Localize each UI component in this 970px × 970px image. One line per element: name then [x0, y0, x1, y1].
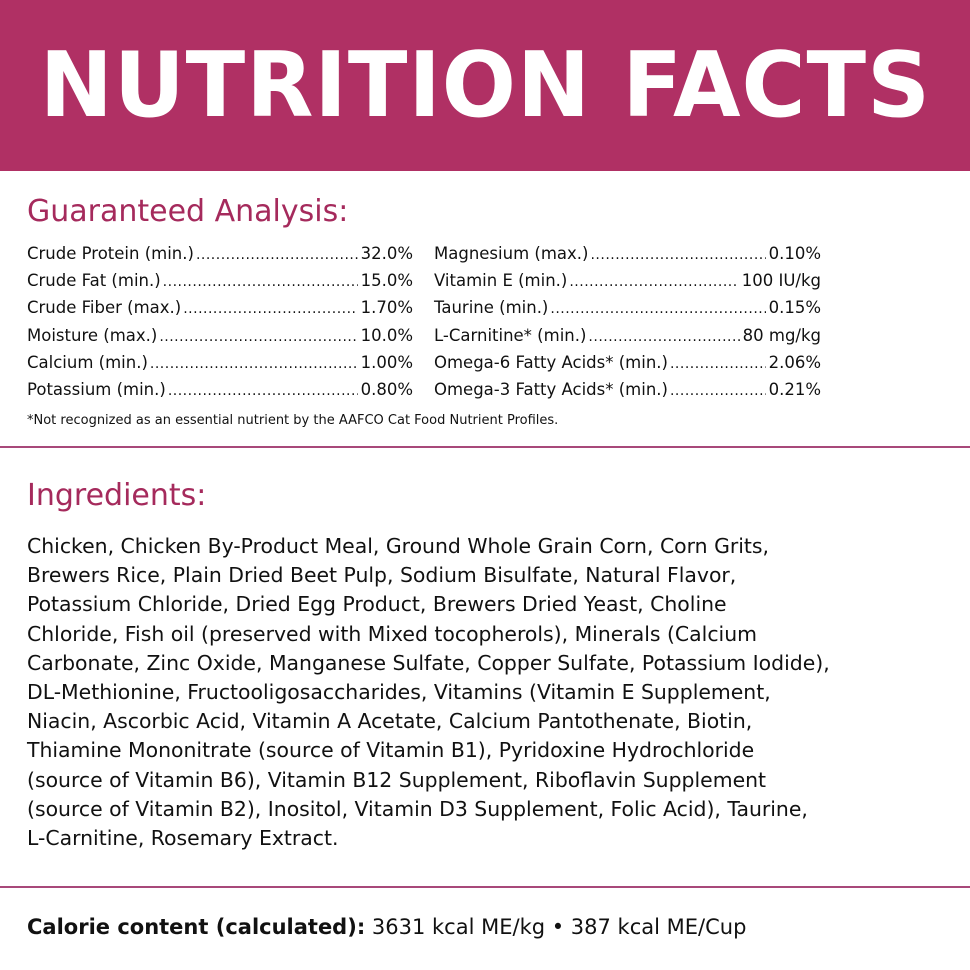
analysis-row: Moisture (max.) 10.0%	[27, 322, 413, 349]
leader-dots	[550, 296, 765, 323]
analysis-footnote: *Not recognized as an essential nutrient…	[27, 413, 559, 428]
nutrient-value: 32.0%	[360, 244, 413, 263]
ingredients-line: Chloride, Fish oil (preserved with Mixed…	[27, 621, 757, 646]
analysis-row: L-Carnitine* (min.) 80 mg/kg	[434, 322, 821, 349]
leader-dots	[588, 324, 739, 351]
ingredients-line: DL-Methionine, Fructooligosaccharides, V…	[27, 680, 771, 705]
calorie-label: Calorie content (calculated):	[27, 915, 366, 939]
nutrient-name: Taurine (min.)	[434, 298, 549, 318]
nutrient-name: L-Carnitine* (min.)	[434, 325, 587, 345]
analysis-row: Taurine (min.) 0.15%	[434, 294, 821, 321]
nutrient-value: 10.0%	[360, 325, 413, 345]
leader-dots	[590, 242, 765, 269]
ingredients-line: Niacin, Ascorbic Acid, Vitamin A Acetate…	[27, 709, 753, 734]
page-title: NUTRITION FACTS	[39, 32, 931, 138]
nutrient-value: 1.70%	[360, 298, 413, 318]
analysis-row: Omega-6 Fatty Acids* (min.) 2.06%	[434, 349, 821, 376]
nutrient-value: 0.80%	[360, 379, 413, 399]
calorie-value: 3631 kcal ME/kg • 387 kcal ME/Cup	[371, 915, 747, 939]
analysis-column-right: Magnesium (max.) 0.10% Vitamin E (min.) 10…	[434, 240, 821, 403]
nutrient-name: Crude Fat (min.)	[27, 271, 161, 291]
ingredients-list: Chicken, Chicken By-Product Meal, Ground…	[27, 532, 947, 853]
analysis-row: Crude Fiber (max.) 1.70%	[27, 294, 413, 321]
nutrient-name: Moisture (max.)	[27, 325, 158, 345]
calorie-content: Calorie content (calculated): 3631 kcal …	[27, 912, 746, 942]
analysis-column-left: Crude Protein (min.) 32.0% Crude Fat (min…	[27, 240, 413, 403]
nutrient-value: 80 mg/kg	[742, 325, 821, 345]
nutrient-value: 1.00%	[360, 352, 413, 372]
leader-dots	[168, 378, 358, 405]
guaranteed-analysis-title: Guaranteed Analysis:	[27, 194, 349, 229]
analysis-row: Vitamin E (min.) 100 IU/kg	[434, 267, 821, 294]
nutrient-name: Crude Protein (min.)	[27, 244, 194, 263]
nutrient-name: Omega-3 Fatty Acids* (min.)	[434, 379, 668, 399]
leader-dots	[183, 296, 357, 323]
analysis-row: Crude Fat (min.) 15.0%	[27, 267, 413, 294]
nutrient-value: 2.06%	[768, 352, 821, 372]
ingredients-line: Carbonate, Zinc Oxide, Manganese Sulfate…	[27, 650, 830, 675]
ingredients-line: Chicken, Chicken By-Product Meal, Ground…	[27, 534, 770, 558]
header-banner: NUTRITION FACTS	[0, 0, 970, 171]
leader-dots	[196, 242, 358, 269]
analysis-row: Magnesium (max.) 0.10%	[434, 240, 821, 267]
ingredients-line: (source of Vitamin B6), Vitamin B12 Supp…	[27, 767, 767, 792]
ingredients-line: Brewers Rice, Plain Dried Beet Pulp, Sod…	[27, 563, 737, 588]
nutrient-name: Omega-6 Fatty Acids* (min.)	[434, 352, 668, 372]
analysis-row: Crude Protein (min.) 32.0%	[27, 240, 413, 267]
ingredients-line: (source of Vitamin B2), Inositol, Vitami…	[27, 796, 808, 821]
analysis-row: Potassium (min.) 0.80%	[27, 376, 413, 403]
ingredients-title: Ingredients:	[27, 478, 207, 513]
section-divider	[0, 886, 970, 888]
nutrient-value: 0.15%	[768, 298, 821, 318]
nutrient-value: 0.10%	[768, 244, 821, 263]
analysis-row: Calcium (min.) 1.00%	[27, 349, 413, 376]
nutrient-value: 15.0%	[360, 271, 413, 291]
nutrient-name: Magnesium (max.)	[434, 244, 589, 263]
nutrient-value: 100 IU/kg	[741, 271, 821, 291]
leader-dots	[670, 351, 766, 378]
leader-dots	[159, 324, 357, 351]
ingredients-line: L-Carnitine, Rosemary Extract.	[27, 826, 339, 851]
leader-dots	[569, 269, 738, 296]
leader-dots	[163, 269, 358, 296]
leader-dots	[670, 378, 766, 405]
nutrient-value: 0.21%	[768, 379, 821, 399]
nutrient-name: Crude Fiber (max.)	[27, 298, 182, 318]
ingredients-line: Potassium Chloride, Dried Egg Product, B…	[27, 592, 727, 617]
nutrient-name: Potassium (min.)	[27, 379, 166, 399]
section-divider	[0, 446, 970, 448]
nutrient-name: Vitamin E (min.)	[434, 271, 568, 291]
nutrient-name: Calcium (min.)	[27, 352, 148, 372]
leader-dots	[150, 351, 358, 378]
ingredients-line: Thiamine Mononitrate (source of Vitamin …	[27, 738, 755, 763]
analysis-row: Omega-3 Fatty Acids* (min.) 0.21%	[434, 376, 821, 403]
